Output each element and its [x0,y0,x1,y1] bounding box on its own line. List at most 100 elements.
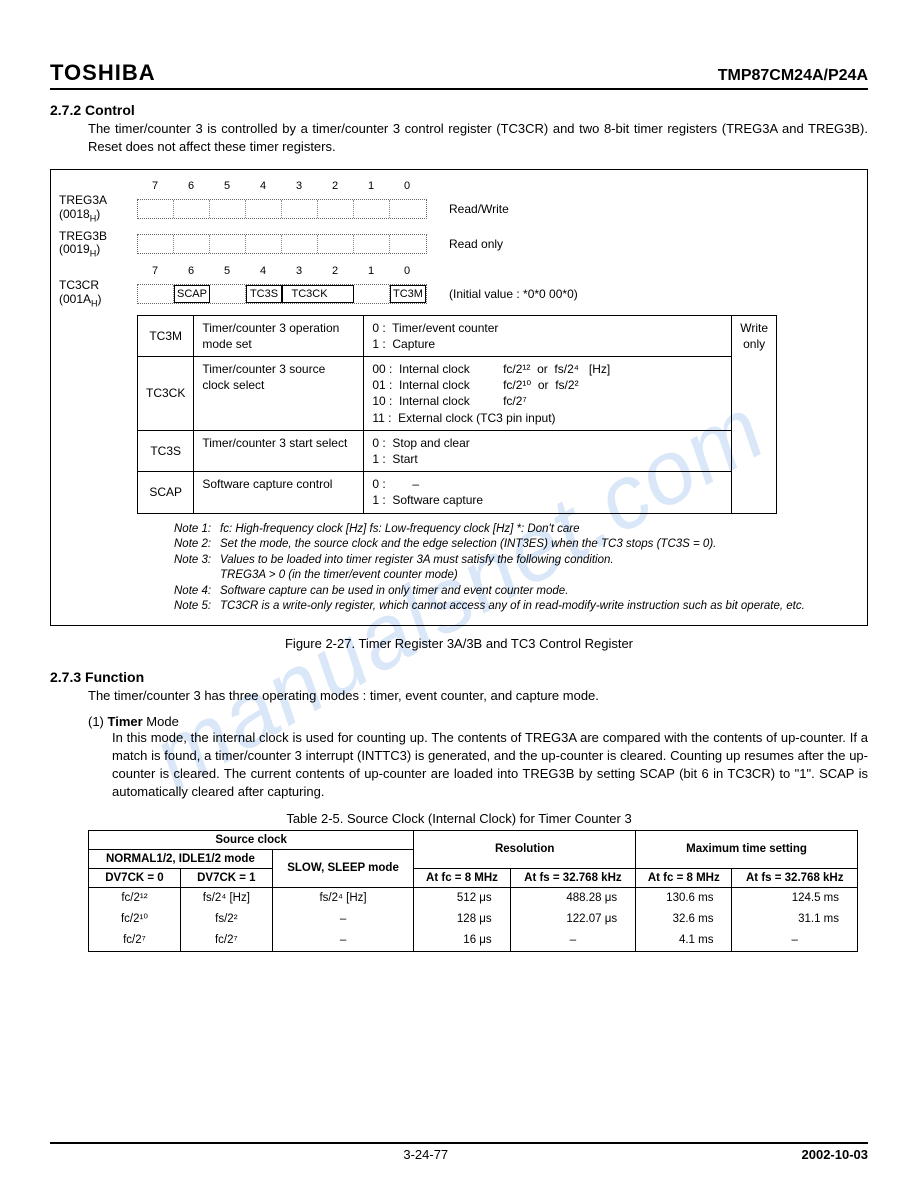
ctl-side: Write only [732,315,777,513]
subsection-label: (1) Timer Mode [88,714,179,729]
reg-name: TREG3B [59,229,107,243]
treg3a-bits [137,199,427,219]
bitcell [336,285,354,303]
bitcell [138,235,174,253]
reg-addr-prefix: (0018 [59,207,90,221]
ctl-name: SCAP [138,472,194,513]
td: 32.6 ms [636,909,732,930]
table-row: SCAP Software capture control 0 : – 1 : … [138,472,777,513]
td: fs/2⁴ [Hz] [180,887,272,908]
section-272-title: 2.7.2 Control [50,102,868,118]
ctl-values: 00 : Internal clock fc/2¹² or fs/2⁴ [Hz]… [364,357,732,431]
bitnum: 7 [137,180,173,192]
bitnum: 3 [281,265,317,277]
note-tag: Note 5: [174,599,220,615]
th-max-time: Maximum time setting [636,830,858,868]
ctl-desc: Timer/counter 3 operation mode set [194,315,364,356]
note-text: Software capture can be used in only tim… [220,584,568,600]
th-fc8: At fc = 8 MHz [414,868,510,887]
bitnum: 1 [353,265,389,277]
note-tag: Note 2: [174,537,220,553]
table-row: fc/2¹⁰ fs/2² – 128 μs 122.07 μs 32.6 ms … [89,909,858,930]
td: 122.07 μs [510,909,635,930]
timer-mode-title: (1) Timer Mode [88,714,868,729]
tc3cr-bits: SCAP TC3S TC3CK TC3M [137,284,427,304]
td: 130.6 ms [636,887,732,908]
section-273-body: The timer/counter 3 has three operating … [88,687,868,705]
ctl-name: TC3M [138,315,194,356]
source-clock-table: Source clock Resolution Maximum time set… [88,830,858,952]
bitcell [174,200,210,218]
td: 16 μs [414,930,510,951]
reg-addr-prefix: (001A [59,292,91,306]
bitnum: 2 [317,180,353,192]
register-figure-box: 7 6 5 4 3 2 1 0 TREG3A (0018H) Read/Writ… [50,169,868,626]
bitcell [390,200,426,218]
figure-caption: Figure 2-27. Timer Register 3A/3B and TC… [50,636,868,651]
bitnum: 1 [353,180,389,192]
note-row: Note 4:Software capture can be used in o… [174,584,853,600]
page-number: 3-24-77 [403,1147,448,1162]
bitcell [354,235,390,253]
bitcell [390,235,426,253]
bitcell [354,200,390,218]
table-row: fc/2⁷ fc/2⁷ – 16 μs – 4.1 ms – [89,930,858,951]
bitcell-tc3s: TC3S [246,285,282,303]
reg-addr-end: ) [96,242,100,256]
bitcell [246,200,282,218]
reg-name: TC3CR [59,278,99,292]
control-register-table: TC3M Timer/counter 3 operation mode set … [137,315,777,514]
note-row: Note 3:Values to be loaded into timer re… [174,553,853,584]
ctl-desc: Timer/counter 3 source clock select [194,357,364,431]
reg-addr-prefix: (0019 [59,242,90,256]
td: 128 μs [414,909,510,930]
treg3b-row: TREG3B (0019H) Read only [59,230,853,260]
th-normal: NORMAL1/2, IDLE1/2 mode [89,849,273,868]
bit-numbers-row-2: 7 6 5 4 3 2 1 0 [137,265,853,277]
table25-caption: Table 2-5. Source Clock (Internal Clock)… [50,811,868,826]
ctl-values: 0 : Timer/event counter 1 : Capture [364,315,732,356]
th-dv1: DV7CK = 1 [180,868,272,887]
bitcell [138,285,174,303]
note-tag: Note 1: [174,522,220,538]
td: 488.28 μs [510,887,635,908]
ctl-values: 0 : Stop and clear 1 : Start [364,430,732,471]
ctl-values: 0 : – 1 : Software capture [364,472,732,513]
footer-date: 2002-10-03 [802,1147,869,1162]
ctl-name: TC3S [138,430,194,471]
td: – [510,930,635,951]
bitcell [354,285,390,303]
ctl-name: TC3CK [138,357,194,431]
treg3b-label: TREG3B (0019H) [59,230,137,260]
ctl-desc: Timer/counter 3 start select [194,430,364,471]
td: 31.1 ms [732,909,858,930]
note-row: Note 2:Set the mode, the source clock an… [174,537,853,553]
bitcell [138,200,174,218]
bitcell [174,235,210,253]
reg-name: TREG3A [59,193,107,207]
note-text: fc: High-frequency clock [Hz] fs: Low-fr… [220,522,579,538]
bitcell [282,200,318,218]
table-row: fc/2¹² fs/2⁴ [Hz] fs/2⁴ [Hz] 512 μs 488.… [89,887,858,908]
note-row: Note 5:TC3CR is a write-only register, w… [174,599,853,615]
tc3cr-after: (Initial value : *0*0 00*0) [449,287,578,301]
td: fs/2⁴ [Hz] [272,887,414,908]
td: 4.1 ms [636,930,732,951]
bitcell [318,200,354,218]
th-fs32: At fs = 32.768 kHz [510,868,635,887]
table-row: DV7CK = 0 DV7CK = 1 At fc = 8 MHz At fs … [89,868,858,887]
bit-numbers-row-1: 7 6 5 4 3 2 1 0 [137,180,853,192]
th-fc8: At fc = 8 MHz [636,868,732,887]
td: fs/2² [180,909,272,930]
bitnum: 6 [173,180,209,192]
td: – [732,930,858,951]
td: 124.5 ms [732,887,858,908]
page-header: TOSHIBA TMP87CM24A/P24A [50,60,868,90]
bitcell [210,235,246,253]
note-row: Note 1:fc: High-frequency clock [Hz] fs:… [174,522,853,538]
tc3cr-label: TC3CR (001AH) [59,279,137,309]
th-fs32: At fs = 32.768 kHz [732,868,858,887]
bitcell [318,235,354,253]
th-resolution: Resolution [414,830,636,868]
bitcell [246,235,282,253]
